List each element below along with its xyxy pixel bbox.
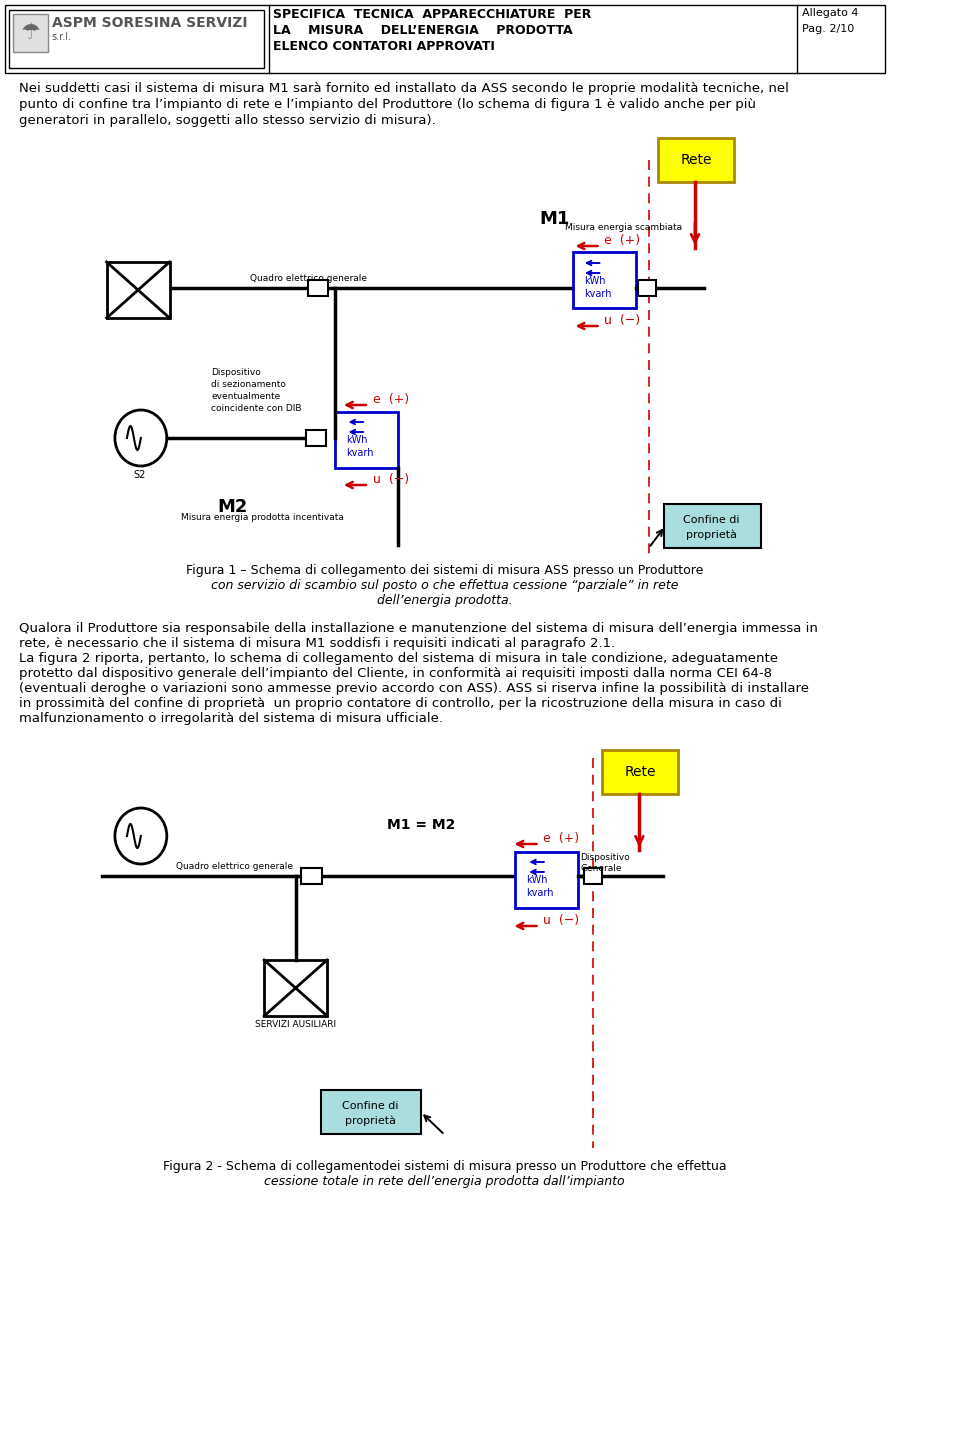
Text: kvarh: kvarh [584, 290, 612, 300]
Text: La figura 2 riporta, pertanto, lo schema di collegamento del sistema di misura i: La figura 2 riporta, pertanto, lo schema… [18, 652, 778, 665]
Bar [264, 959, 327, 1017]
Bar [335, 412, 398, 467]
Text: malfunzionamento o irregolarità del sistema di misura ufficiale.: malfunzionamento o irregolarità del sist… [18, 713, 443, 726]
Bar [516, 852, 578, 908]
Text: kvarh: kvarh [526, 888, 554, 898]
Text: ASPM SORESINA SERVIZI: ASPM SORESINA SERVIZI [52, 16, 248, 30]
Text: Qualora il Produttore sia responsabile della installazione e manutenzione del si: Qualora il Produttore sia responsabile d… [18, 622, 817, 635]
Bar [13, 14, 48, 52]
Bar [5, 4, 885, 73]
Text: generatori in parallelo, soggetti allo stesso servizio di misura).: generatori in parallelo, soggetti allo s… [18, 113, 435, 128]
Bar [658, 138, 734, 182]
Text: Pag. 2/10: Pag. 2/10 [802, 24, 853, 34]
Text: e  (+): e (+) [372, 393, 409, 406]
Text: Misura energia scambiata: Misura energia scambiata [565, 224, 683, 232]
Text: ☂: ☂ [20, 23, 40, 43]
Text: dell’energia prodotta.: dell’energia prodotta. [377, 594, 513, 607]
Bar [321, 1090, 420, 1134]
Text: protetto dal dispositivo generale dell’impianto del Cliente, in conformità ai re: protetto dal dispositivo generale dell’i… [18, 667, 772, 680]
Text: Figura 1 – Schema di collegamento dei sistemi di misura ASS presso un Produttore: Figura 1 – Schema di collegamento dei si… [186, 564, 704, 576]
Text: SERVIZI AUSILIARI: SERVIZI AUSILIARI [255, 1020, 336, 1030]
Text: SPECIFICA  TECNICA  APPARECCHIATURE  PER: SPECIFICA TECNICA APPARECCHIATURE PER [274, 9, 591, 22]
Text: proprietà: proprietà [686, 529, 737, 539]
Bar [306, 430, 326, 446]
Text: S2: S2 [133, 470, 146, 480]
Text: s.r.l.: s.r.l. [52, 32, 72, 42]
Text: u  (−): u (−) [543, 913, 579, 926]
Text: Rete: Rete [681, 153, 711, 166]
Text: u  (−): u (−) [604, 314, 640, 327]
Text: Confine di: Confine di [343, 1101, 399, 1111]
Bar [573, 252, 636, 308]
Text: Quadro elettrico generale: Quadro elettrico generale [176, 862, 293, 870]
Text: Nei suddetti casi il sistema di misura M1 sarà fornito ed installato da ASS seco: Nei suddetti casi il sistema di misura M… [18, 82, 788, 95]
Text: Figura 2 - Schema di collegamentodei sistemi di misura presso un Produttore che : Figura 2 - Schema di collegamentodei sis… [163, 1160, 727, 1173]
Text: con servizio di scambio sul posto o che effettua cessione “parziale” in rete: con servizio di scambio sul posto o che … [211, 579, 679, 592]
Text: cessione totale in rete dell’energia prodotta dall’impianto: cessione totale in rete dell’energia pro… [265, 1174, 625, 1187]
Text: Rete: Rete [625, 764, 656, 779]
Text: M1 = M2: M1 = M2 [387, 817, 456, 832]
Text: M2: M2 [218, 498, 248, 516]
Text: Confine di: Confine di [684, 515, 740, 525]
Text: Misura energia prodotta incentivata: Misura energia prodotta incentivata [180, 513, 344, 522]
Text: kWh: kWh [584, 275, 606, 285]
Text: coincidente con DIB: coincidente con DIB [211, 404, 301, 413]
Bar [301, 868, 322, 883]
Text: rete, è necessario che il sistema di misura M1 soddisfi i requisiti indicati al : rete, è necessario che il sistema di mis… [18, 637, 614, 650]
Text: (eventuali deroghe o variazioni sono ammesse previo accordo con ASS). ASS si ris: (eventuali deroghe o variazioni sono amm… [18, 683, 808, 695]
Text: kWh: kWh [347, 435, 368, 445]
Bar [307, 280, 328, 295]
Bar [637, 280, 656, 295]
Text: Dispositivo: Dispositivo [580, 853, 630, 862]
Text: kvarh: kvarh [347, 447, 374, 457]
Text: kWh: kWh [526, 875, 548, 885]
Text: di sezionamento: di sezionamento [211, 380, 286, 389]
Text: Quadro elettrico generale: Quadro elettrico generale [251, 274, 368, 282]
Bar [584, 868, 602, 883]
Bar [663, 503, 761, 548]
Text: punto di confine tra l’impianto di rete e l’impianto del Produttore (lo schema d: punto di confine tra l’impianto di rete … [18, 98, 756, 110]
Text: Generale: Generale [580, 865, 622, 873]
Text: Allegato 4: Allegato 4 [802, 9, 858, 19]
Text: M1: M1 [540, 209, 569, 228]
Bar [602, 750, 679, 794]
Text: proprietà: proprietà [346, 1116, 396, 1126]
Text: in prossimità del confine di proprietà  un proprio contatore di controllo, per l: in prossimità del confine di proprietà u… [18, 697, 781, 710]
Text: e  (+): e (+) [604, 234, 640, 247]
Text: u  (−): u (−) [372, 473, 409, 486]
Bar [107, 262, 170, 318]
Text: LA    MISURA    DELL’ENERGIA    PRODOTTA: LA MISURA DELL’ENERGIA PRODOTTA [274, 24, 573, 37]
Bar [10, 10, 264, 67]
Text: Dispositivo: Dispositivo [211, 369, 261, 377]
Text: e  (+): e (+) [543, 832, 579, 845]
Text: ELENCO CONTATORI APPROVATI: ELENCO CONTATORI APPROVATI [274, 40, 495, 53]
Text: eventualmente: eventualmente [211, 391, 280, 402]
